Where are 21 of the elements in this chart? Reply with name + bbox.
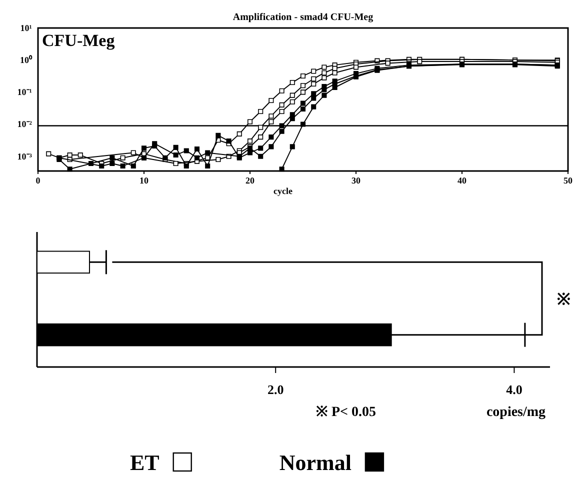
x-tick-label: 20 [246, 175, 255, 186]
legend-label: ET [130, 450, 160, 475]
x-tick-label: 2.0 [267, 382, 284, 398]
x-tick-label: 50 [564, 175, 573, 186]
text: ※ [557, 292, 570, 308]
x-tick-label: 10 [140, 175, 149, 186]
y-tick-label: 10⁰ [20, 54, 33, 65]
chart-title: Amplification - smad4 CFU-Meg [232, 12, 374, 23]
x-tick-label: 4.0 [506, 382, 522, 398]
legend-label: Normal [279, 450, 352, 475]
y-tick-label: 10¹ [20, 22, 32, 33]
x-axis-title: cycle [274, 186, 292, 196]
x-axis-title: copies/mg [486, 405, 546, 420]
x-tick-label: 40 [458, 175, 467, 186]
x-tick-label: 30 [352, 175, 361, 186]
y-tick-label: 10⁻² [17, 119, 32, 130]
y-tick-label: 10⁻³ [17, 151, 32, 162]
x-tick-label: 0 [36, 175, 41, 186]
y-tick-label: 10⁻¹ [17, 87, 32, 98]
annotation: CFU-Meg [42, 31, 116, 50]
text: ※ P< 0.05 [316, 405, 376, 420]
